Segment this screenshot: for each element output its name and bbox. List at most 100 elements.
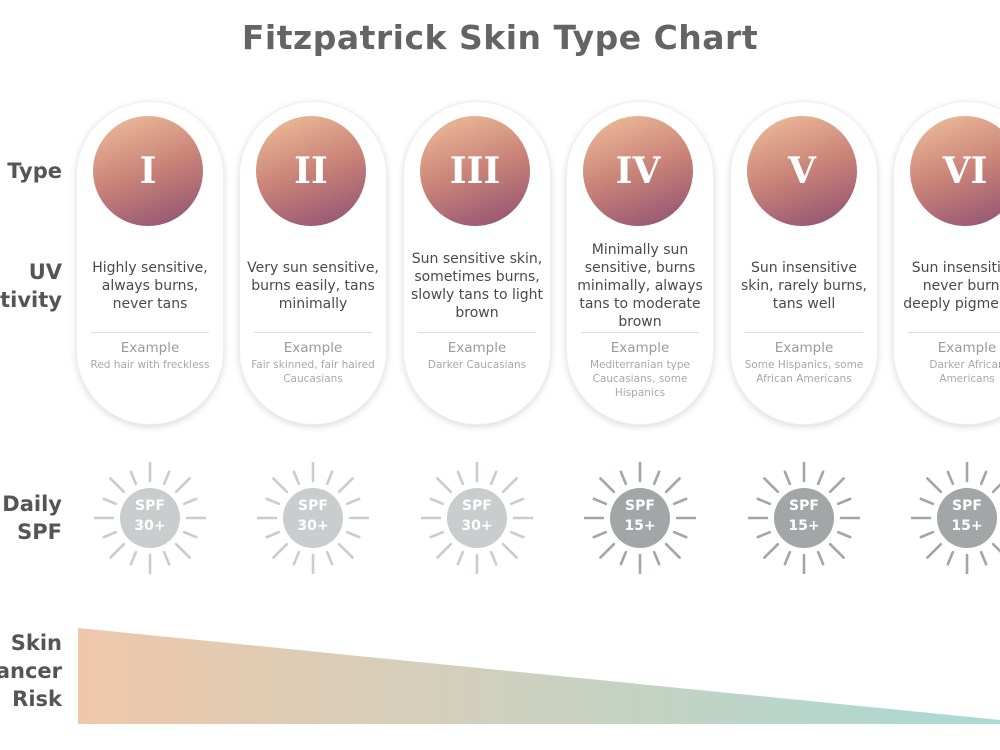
- card-divider: [581, 332, 699, 333]
- sun-ray: [619, 550, 628, 566]
- sun-ray: [272, 477, 289, 494]
- sun-ray: [836, 497, 852, 506]
- sun-ray: [109, 477, 126, 494]
- sun-ray: [292, 550, 301, 566]
- sun-ray: [592, 530, 608, 539]
- sun-ray: [926, 477, 943, 494]
- sun-ray: [991, 483, 1000, 494]
- example-text: Fair skinned, fair haired Caucasians: [251, 359, 375, 385]
- example-label: Example: [283, 340, 343, 356]
- example-label: Example: [447, 340, 507, 356]
- sun-ray: [509, 497, 525, 506]
- sun-ray: [337, 542, 354, 559]
- spf-sun-icon-5: SPF 15+: [748, 462, 860, 574]
- sun-ray: [102, 530, 118, 539]
- row-label-skin-cancer-risk: Skin ancer Risk: [0, 629, 62, 713]
- uv-sensitivity-text: Very sun sensitive, burns easily, tans m…: [247, 260, 379, 312]
- row-label-uv-sensitivity: UV itivity: [0, 258, 62, 314]
- sun-ray: [456, 550, 465, 566]
- example-label: Example: [120, 340, 180, 356]
- row-label-risk-line2: ancer: [0, 659, 62, 683]
- sun-icon: [748, 462, 860, 574]
- spf-sun-icon-1: SPF 30+: [94, 462, 206, 574]
- sun-ray: [919, 530, 935, 539]
- row-label-daily-spf: Daily SPF: [2, 490, 62, 546]
- card-divider: [908, 332, 1000, 333]
- sun-ray: [599, 542, 616, 559]
- sun-ray: [672, 530, 688, 539]
- sun-ray: [672, 497, 688, 506]
- example-label: Example: [937, 340, 997, 356]
- skin-type-card-5: V Sun insensitive skin, rarely burns, ta…: [731, 102, 877, 424]
- sun-ray: [174, 542, 191, 559]
- sun-disc: [937, 488, 997, 548]
- row-label-uv-line1: UV: [28, 260, 62, 284]
- sun-ray: [652, 470, 661, 486]
- sun-ray: [337, 477, 354, 494]
- sun-ray: [599, 477, 616, 494]
- sun-ray: [272, 542, 289, 559]
- spf-sun-icon-2: SPF 30+: [257, 462, 369, 574]
- sun-ray: [979, 550, 988, 566]
- sun-ray: [619, 470, 628, 486]
- sun-ray: [979, 470, 988, 486]
- sun-ray: [325, 550, 334, 566]
- skin-type-disc: II: [256, 116, 366, 226]
- sun-ray: [946, 470, 955, 486]
- spf-label: SPF 30+: [297, 498, 329, 534]
- sun-disc: [774, 488, 834, 548]
- row-label-spf-line1: Daily: [2, 492, 62, 516]
- sun-icon: [421, 462, 533, 574]
- skin-type-card-4: IV Minimally sun sensitive, burns minima…: [567, 102, 713, 424]
- sun-ray: [109, 542, 126, 559]
- sun-ray: [509, 530, 525, 539]
- sun-disc: [447, 488, 507, 548]
- sun-disc: [283, 488, 343, 548]
- spf-sun-icon-3: SPF 30+: [421, 462, 533, 574]
- row-label-uv-line2: itivity: [0, 288, 62, 312]
- spf-label: SPF 30+: [134, 498, 166, 534]
- row-label-risk-line1: Skin: [10, 631, 62, 655]
- skin-cancer-risk-bar: [78, 628, 1000, 724]
- sun-icon: [94, 462, 206, 574]
- sun-ray: [946, 550, 955, 566]
- example-label: Example: [610, 340, 670, 356]
- row-label-skin-type-text: n Type: [0, 159, 62, 183]
- sun-ray: [436, 477, 453, 494]
- card-divider: [91, 332, 209, 333]
- sun-ray: [129, 470, 138, 486]
- sun-ray: [429, 530, 445, 539]
- skin-type-disc: III: [420, 116, 530, 226]
- sun-ray: [756, 530, 772, 539]
- sun-ray: [816, 470, 825, 486]
- example-text: Red hair with freckless: [90, 359, 210, 371]
- uv-sensitivity-text: Sun insensitive skin, rarely burns, tans…: [741, 260, 867, 312]
- sun-ray: [102, 497, 118, 506]
- sun-ray: [501, 477, 518, 494]
- row-label-skin-type: n Type: [0, 157, 62, 185]
- example-text: Darker African Americans: [929, 359, 1000, 385]
- sun-ray: [345, 497, 361, 506]
- sun-ray: [325, 470, 334, 486]
- uv-sensitivity-text: Minimally sun sensitive, burns minimally…: [577, 242, 703, 330]
- sun-ray: [265, 497, 281, 506]
- spf-label: SPF 15+: [788, 498, 820, 534]
- sun-ray: [162, 550, 171, 566]
- sun-ray: [345, 530, 361, 539]
- sun-ray: [816, 550, 825, 566]
- sun-icon: [584, 462, 696, 574]
- sun-ray: [652, 550, 661, 566]
- chart-title: Fitzpatrick Skin Type Chart: [241, 18, 759, 57]
- skin-type-card-2: II Very sun sensitive, burns easily, tan…: [240, 102, 386, 424]
- sun-ray: [489, 470, 498, 486]
- sun-ray: [265, 530, 281, 539]
- sun-ray: [783, 470, 792, 486]
- sun-ray: [664, 477, 681, 494]
- example-label: Example: [774, 340, 834, 356]
- sun-ray: [162, 470, 171, 486]
- skin-type-disc: IV: [583, 116, 693, 226]
- skin-type-card-6: VI Sun insensitive, never burns, deeply …: [894, 102, 1000, 424]
- card-divider: [254, 332, 372, 333]
- sun-ray: [783, 550, 792, 566]
- sun-ray: [828, 477, 845, 494]
